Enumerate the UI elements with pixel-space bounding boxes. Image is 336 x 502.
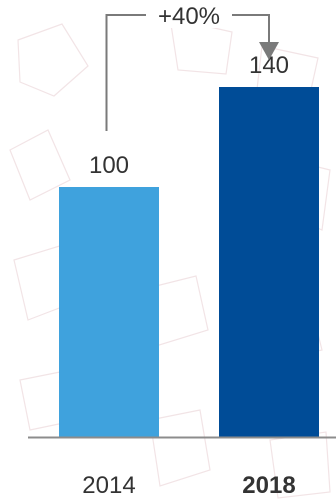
x-tick-label-2018: 2018 [242,472,295,499]
annotation-label: +40% [158,3,220,30]
data-label-2014: 100 [89,152,129,179]
background-shape [17,23,89,97]
background-shape [149,409,211,487]
background-shape [9,129,71,201]
bars-group [59,87,319,437]
tick-labels-group: 2014 2018 [82,472,295,499]
annotation-label-background [146,4,232,28]
bar-2014 [59,187,159,437]
arrow-down-icon [259,42,279,60]
x-tick-label-2014: 2014 [82,472,135,499]
bar-2018 [219,87,319,437]
growth-annotation: +40% [105,3,279,131]
